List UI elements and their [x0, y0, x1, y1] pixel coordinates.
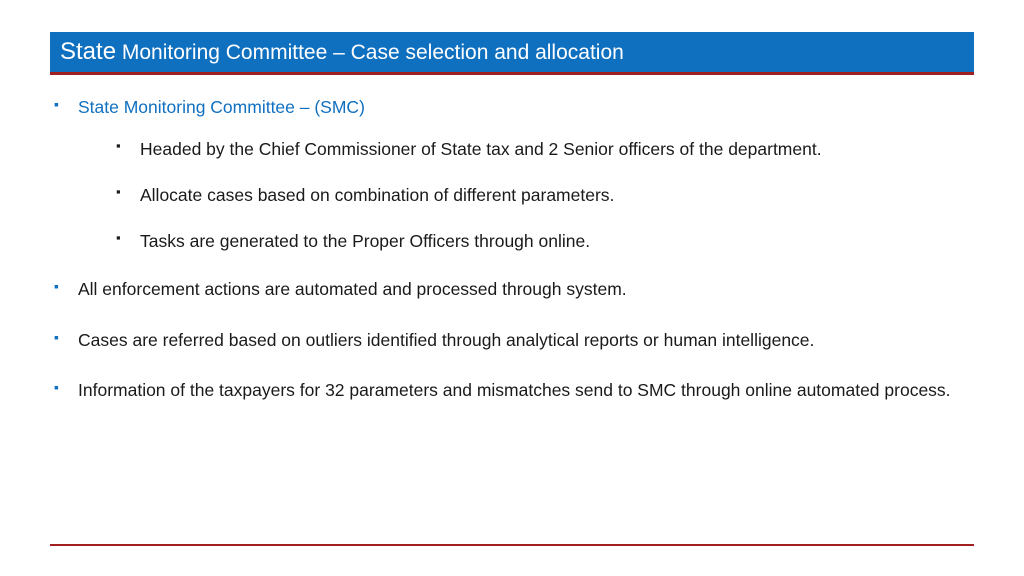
inner-item-text: Headed by the Chief Commissioner of Stat… [140, 139, 822, 159]
inner-item-text: Tasks are generated to the Proper Office… [140, 231, 590, 251]
inner-item: Allocate cases based on combination of d… [114, 182, 974, 208]
title-rest: Monitoring Committee – Case selection an… [116, 41, 624, 64]
outer-item: All enforcement actions are automated an… [50, 275, 974, 304]
outer-item: Information of the taxpayers for 32 para… [50, 376, 974, 405]
smc-heading-item: State Monitoring Committee – (SMC) Heade… [50, 93, 974, 255]
bottom-divider [50, 544, 974, 546]
smc-heading-text: State Monitoring Committee – (SMC) [78, 97, 365, 117]
inner-item: Tasks are generated to the Proper Office… [114, 228, 974, 254]
inner-item-text: Allocate cases based on combination of d… [140, 185, 614, 205]
outer-item: Cases are referred based on outliers ide… [50, 326, 974, 355]
title-bold-word: State [60, 38, 116, 65]
outer-item-text: All enforcement actions are automated an… [78, 279, 627, 299]
outer-bullet-list: State Monitoring Committee – (SMC) Heade… [50, 93, 974, 405]
outer-item-text: Information of the taxpayers for 32 para… [78, 380, 951, 400]
outer-item-text: Cases are referred based on outliers ide… [78, 330, 814, 350]
inner-bullet-list: Headed by the Chief Commissioner of Stat… [78, 136, 974, 255]
slide-title-bar: State Monitoring Committee – Case select… [50, 32, 974, 75]
inner-item: Headed by the Chief Commissioner of Stat… [114, 136, 974, 162]
